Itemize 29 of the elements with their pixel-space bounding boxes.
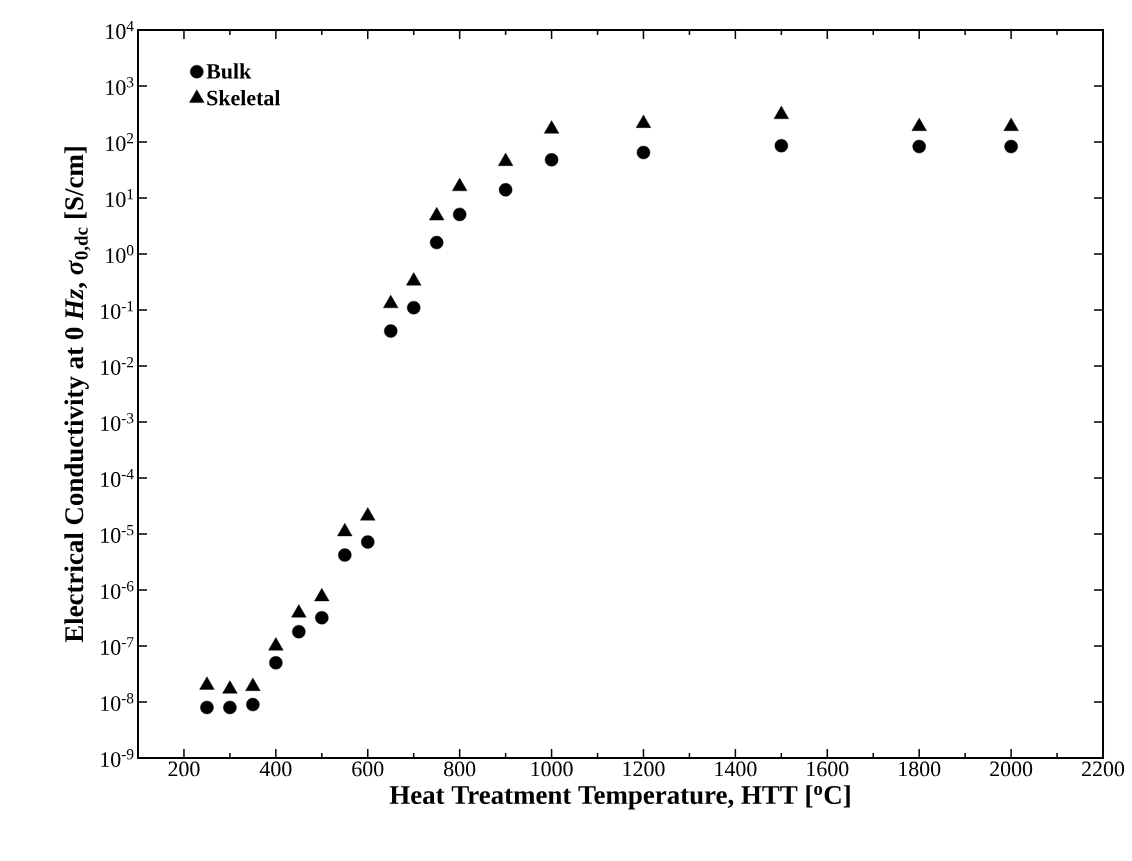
x-tick-label: 600 — [352, 761, 384, 777]
y-tick-label: 10$^{-6}$ — [101, 581, 134, 599]
x-tick-label: 1000 — [531, 761, 573, 777]
x-axis-title: Heat Treatment Temperature, HTT [$^{o}$C] — [389, 785, 850, 810]
y-tick-label: 10$^{4}$ — [106, 21, 134, 39]
y-tick-label: 10$^{-1}$ — [101, 301, 134, 319]
x-tick-label: 200 — [168, 761, 200, 777]
x-tick-label: 800 — [444, 761, 476, 777]
x-tick-label: 2200 — [1082, 761, 1125, 777]
y-tick-label: 10$^{3}$ — [106, 77, 134, 95]
x-tick-label: 1200 — [623, 761, 665, 777]
x-tick-label: 1400 — [715, 761, 757, 777]
y-tick-label: 10$^{-8}$ — [101, 693, 134, 711]
y-tick-label: 10$^{-9}$ — [101, 749, 134, 767]
y-tick-label: 10$^{0}$ — [106, 245, 134, 263]
y-tick-label: 10$^{-3}$ — [101, 413, 134, 431]
x-tick-label: 1600 — [807, 761, 849, 777]
y-tick-label: 10$^{-5}$ — [101, 525, 134, 543]
y-tick-label: 10$^{-2}$ — [101, 357, 134, 375]
y-tick-label: 10$^{-4}$ — [101, 469, 134, 487]
y-tick-label: 10$^{-7}$ — [101, 637, 134, 655]
y-axis-title: Electrical Conductivity at 0 Hz, σ$_{0,dc}$ [S/cm] — [64, 147, 91, 643]
y-tick-label: 10$^{2}$ — [106, 133, 134, 151]
legend-label: Bulk — [206, 63, 252, 79]
x-tick-label: 400 — [259, 761, 292, 777]
x-tick-label: 1800 — [899, 761, 941, 777]
legend-label: Skeletal — [207, 89, 281, 106]
x-tick-label: 2000 — [990, 761, 1033, 777]
y-tick-label: 10$^{1}$ — [106, 189, 134, 207]
